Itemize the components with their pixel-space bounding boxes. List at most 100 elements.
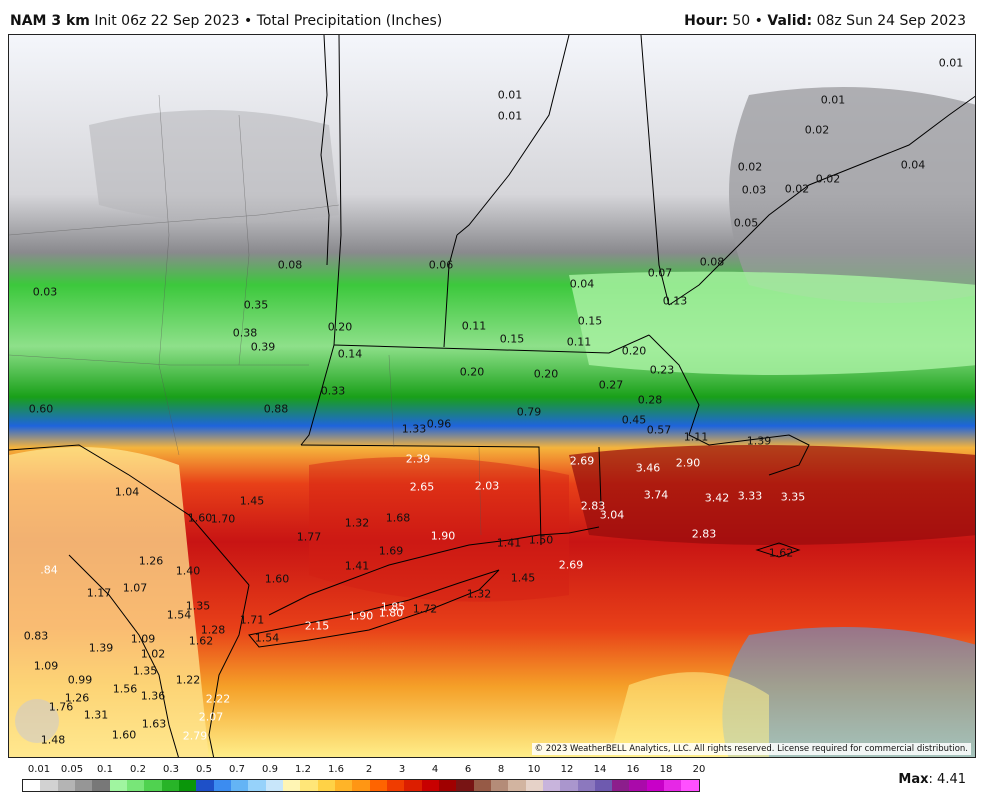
legend-swatch [334, 780, 353, 791]
hour-label: Hour: [684, 13, 728, 29]
precip-value-label: 1.09 [33, 659, 59, 673]
county-boundary [9, 204, 340, 236]
legend-tick-label: 3 [398, 764, 406, 775]
precip-value-label: 1.11 [683, 430, 709, 444]
precip-value-label: 1.70 [210, 512, 236, 526]
map-graphic [9, 35, 975, 757]
header: NAM 3 km Init 06z 22 Sep 2023 • Total Pr… [0, 0, 984, 34]
light-green-area [569, 271, 975, 375]
copyright-notice: © 2023 WeatherBELL Analytics, LLC. All r… [531, 743, 971, 755]
gray-cloud-area [89, 110, 339, 223]
legend-swatch [282, 780, 301, 791]
coastline [68, 554, 179, 757]
precip-value-label: 1.50 [528, 533, 554, 547]
legend-tick-label: 6 [464, 764, 472, 775]
legend-tick-label: 1.2 [295, 764, 311, 775]
river-outline [320, 35, 330, 266]
precip-value-label: 2.15 [304, 619, 330, 633]
precip-value-label: 2.79 [182, 729, 208, 743]
heavy-rain-core [569, 445, 975, 545]
precipitation-map: © 2023 WeatherBELL Analytics, LLC. All r… [8, 34, 976, 758]
coastline [208, 584, 250, 757]
legend-swatch [508, 780, 526, 791]
legend-swatch [542, 780, 561, 791]
precip-value-label: 0.20 [327, 320, 353, 334]
legend-tick-label: 1.6 [328, 764, 344, 775]
precip-value-label: 3.74 [643, 488, 669, 502]
state-boundary [456, 35, 570, 236]
precip-value-label: 0.01 [497, 88, 523, 102]
state-boundary [443, 234, 458, 348]
county-boundary [158, 94, 180, 456]
precip-value-label: 1.32 [344, 516, 370, 530]
legend-swatch [74, 780, 93, 791]
bullet-separator: • [243, 13, 253, 29]
precip-value-label: 1.35 [132, 664, 158, 678]
precip-value-label: 3.04 [599, 508, 625, 522]
precip-value-label: 1.09 [130, 632, 156, 646]
precip-value-label: 0.04 [569, 277, 595, 291]
legend-tick-label: 0.5 [196, 764, 212, 775]
precip-value-label: 1.69 [378, 544, 404, 558]
precip-value-label: 0.57 [646, 423, 672, 437]
legend-swatch [404, 780, 422, 791]
precip-value-label: 0.38 [232, 326, 258, 340]
max-number: : 4.41 [928, 772, 966, 787]
precip-value-label: 0.02 [784, 182, 810, 196]
precip-value-label: 0.96 [426, 417, 452, 431]
legend-swatch [213, 780, 231, 791]
precip-value-label: 0.03 [32, 285, 58, 299]
legend-swatch [386, 780, 405, 791]
legend-swatch [456, 780, 474, 791]
precip-value-label: 1.80 [378, 606, 404, 620]
legend-swatch [646, 780, 665, 791]
precip-value-label: 2.65 [409, 480, 435, 494]
west-yellow-area [9, 447, 209, 757]
legend-swatch [594, 780, 613, 791]
precip-value-label: 1.60 [111, 728, 137, 742]
precip-value-label: 1.04 [114, 485, 140, 499]
precip-value-label: 1.45 [239, 494, 265, 508]
precip-value-label: 1.56 [112, 682, 138, 696]
legend-swatch [629, 780, 647, 791]
legend-swatch [57, 780, 75, 791]
legend-tick-label: 0.01 [27, 764, 51, 775]
precip-value-label: 0.33 [320, 384, 346, 398]
precip-value-label: 0.28 [637, 393, 663, 407]
legend-swatch [369, 780, 387, 791]
legend-swatch [560, 780, 578, 791]
precip-value-label: .84 [40, 563, 58, 577]
max-label: Max [898, 772, 929, 787]
legend-swatch [40, 780, 58, 791]
precip-value-label: 1.48 [40, 733, 66, 747]
legend-swatch [144, 780, 162, 791]
legend-tick-label: 18 [659, 764, 673, 775]
precip-value-label: 1.60 [264, 572, 290, 586]
legend-swatch [490, 780, 509, 791]
legend-tick-label: 0.3 [163, 764, 179, 775]
precip-value-label: 2.83 [580, 499, 606, 513]
precip-value-label: 0.83 [23, 629, 49, 643]
precip-value-label: 1.54 [254, 631, 280, 645]
legend-tick-label: 8 [497, 764, 505, 775]
precip-value-label: 1.76 [48, 700, 74, 714]
legend-swatch [525, 780, 543, 791]
precip-value-label: 2.69 [558, 558, 584, 572]
legend-swatch [577, 780, 595, 791]
precip-value-label: 0.79 [516, 405, 542, 419]
precip-value-label: 1.68 [385, 511, 411, 525]
precip-value-label: 0.23 [649, 363, 675, 377]
precip-value-label: 0.05 [733, 216, 759, 230]
precip-value-label: 1.17 [86, 586, 112, 600]
coastline [268, 526, 600, 616]
legend-tick-label: 0.1 [97, 764, 113, 775]
precip-value-label: 2.83 [691, 527, 717, 541]
legend-tick-label: 16 [626, 764, 640, 775]
legend-swatch [92, 780, 110, 791]
precip-value-label: 0.45 [621, 413, 647, 427]
precip-value-label: 1.07 [122, 581, 148, 595]
precip-value-label: 1.63 [141, 717, 167, 731]
bullet-separator: • [754, 13, 763, 29]
precip-value-label: 0.02 [737, 160, 763, 174]
legend-swatch [352, 780, 370, 791]
